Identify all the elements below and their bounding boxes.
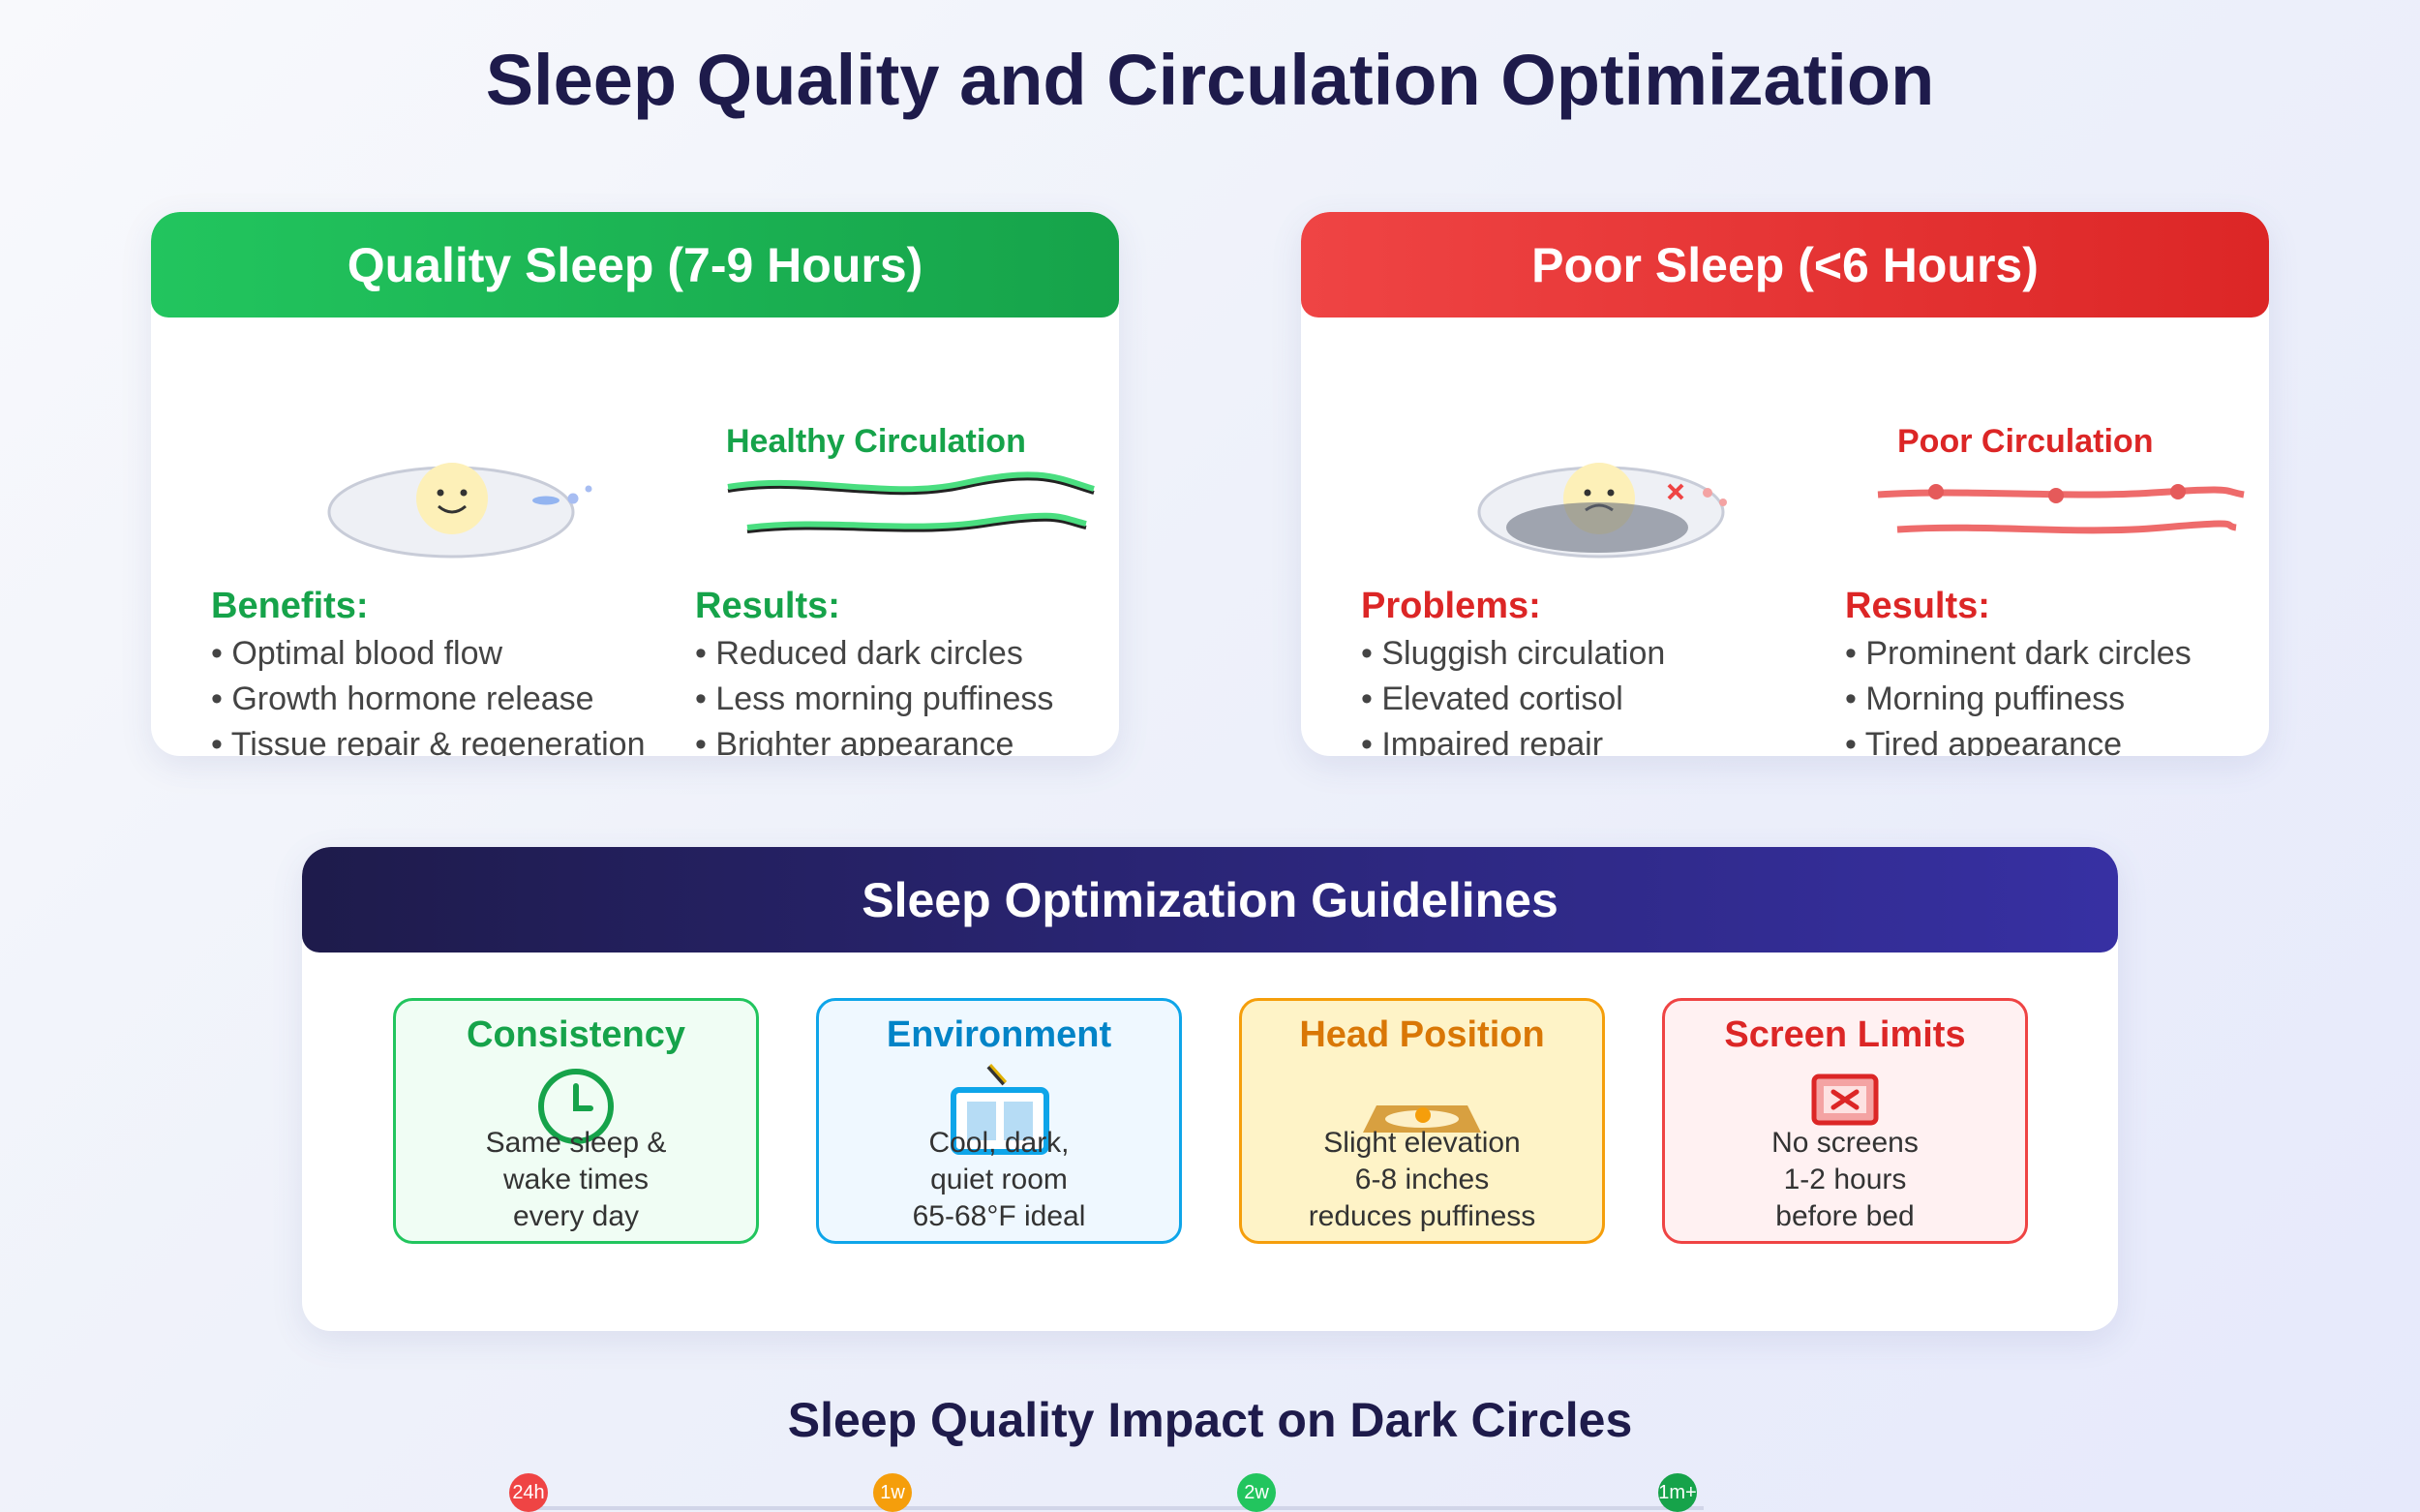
tile-line: 65-68°F ideal: [912, 1200, 1086, 1232]
list-item: Morning puffiness: [1845, 677, 2192, 722]
quality-results-list: Reduced dark circles Less morning puffin…: [695, 631, 1053, 756]
list-item: Prominent dark circles: [1845, 631, 2191, 677]
tile-line: Slight elevation: [1323, 1127, 1521, 1159]
benefits-section: Benefits: Optimal blood flow Growth horm…: [211, 586, 646, 756]
timeline-marker-24h: 24h: [509, 1473, 548, 1512]
benefits-list: Optimal blood flow Growth hormone releas…: [211, 631, 646, 756]
quality-results-heading: Results:: [695, 586, 840, 626]
poor-results-section: Results: Prominent dark circles Morning …: [1845, 586, 2192, 756]
poor-vessels-icon: [1877, 484, 2245, 534]
guideline-environment: Environment Cool, dark, quiet room 65-68…: [816, 998, 1182, 1244]
happy-sleeper-icon: [327, 463, 592, 559]
quality-sleep-header: Quality Sleep (7-9 Hours): [151, 212, 1119, 318]
tile-line: 1-2 hours: [1783, 1164, 1907, 1195]
quality-sleep-title: Quality Sleep (7-9 Hours): [347, 237, 923, 292]
tile-line: quiet room: [930, 1164, 1068, 1195]
pillow-icon: [1363, 1105, 1481, 1133]
list-item: Tired appearance: [1845, 722, 2192, 756]
problems-section: Problems: Sluggish circulation Elevated …: [1361, 586, 1665, 756]
list-item: Brighter appearance: [695, 722, 1053, 756]
poor-sleep-title: Poor Sleep (<6 Hours): [1531, 237, 2039, 292]
tile-title: Head Position: [1299, 1014, 1545, 1055]
tile-line: No screens: [1771, 1127, 1919, 1159]
tile-line: every day: [512, 1200, 640, 1232]
tile-line: before bed: [1775, 1200, 1915, 1232]
tile-line: wake times: [502, 1164, 650, 1195]
benefits-heading: Benefits:: [211, 586, 369, 626]
clock-icon: [538, 1069, 614, 1144]
guideline-screen-limits: Screen Limits No screens 1-2 hours befor…: [1662, 998, 2028, 1244]
poor-circulation-label: Poor Circulation: [1897, 423, 2154, 460]
guideline-consistency: Consistency Same sleep & wake times ever…: [393, 998, 759, 1244]
poor-sleep-header: Poor Sleep (<6 Hours): [1301, 212, 2269, 318]
quality-results-section: Results: Reduced dark circles Less morni…: [695, 586, 1053, 756]
guideline-head-position: Head Position Slight elevation 6-8 inche…: [1239, 998, 1605, 1244]
healthy-circulation-label: Healthy Circulation: [726, 423, 1026, 460]
page-title: Sleep Quality and Circulation Optimizati…: [485, 40, 1935, 120]
timeline-marker-1w: 1w: [873, 1473, 912, 1512]
tile-line: 6-8 inches: [1354, 1164, 1490, 1195]
tile-line: Same sleep &: [485, 1127, 667, 1159]
tile-line: Cool, dark,: [928, 1127, 1070, 1159]
poor-sleep-card: Poor Sleep (<6 Hours) Poor Circulation P…: [1301, 212, 2269, 756]
list-item: Reduced dark circles: [695, 631, 1053, 677]
tile-title: Consistency: [467, 1014, 685, 1055]
list-item: Less morning puffiness: [695, 677, 1053, 722]
quality-sleep-card: Quality Sleep (7-9 Hours) Healthy Circul…: [151, 212, 1119, 756]
tile-title: Environment: [886, 1014, 1112, 1055]
tile-line: reduces puffiness: [1308, 1200, 1536, 1232]
tired-sleeper-icon: [1477, 463, 1727, 559]
problems-list: Sluggish circulation Elevated cortisol I…: [1361, 631, 1665, 756]
timeline-marker-1m: 1m+: [1658, 1473, 1697, 1512]
window-icon: [951, 1064, 1049, 1155]
list-item: Optimal blood flow: [211, 631, 646, 677]
list-item: Tissue repair & regeneration: [211, 722, 646, 756]
healthy-vessels-icon: [727, 471, 1095, 533]
list-item: Growth hormone release: [211, 677, 646, 722]
guidelines-title: Sleep Optimization Guidelines: [862, 872, 1558, 927]
problems-heading: Problems:: [1361, 586, 1541, 626]
poor-results-heading: Results:: [1845, 586, 1990, 626]
impact-timeline-line: [523, 1506, 1704, 1510]
timeline-marker-2w: 2w: [1237, 1473, 1276, 1512]
guidelines-card: Sleep Optimization Guidelines Consistenc…: [302, 847, 2118, 1331]
impact-title: Sleep Quality Impact on Dark Circles: [787, 1393, 1633, 1447]
guidelines-header: Sleep Optimization Guidelines: [302, 847, 2118, 953]
no-screen-icon: [1811, 1074, 1879, 1126]
poor-results-list: Prominent dark circles Morning puffiness…: [1845, 631, 2192, 756]
list-item: Elevated cortisol: [1361, 677, 1665, 722]
list-item: Impaired repair: [1361, 722, 1665, 756]
list-item: Sluggish circulation: [1361, 631, 1665, 677]
tile-title: Screen Limits: [1724, 1014, 1966, 1055]
